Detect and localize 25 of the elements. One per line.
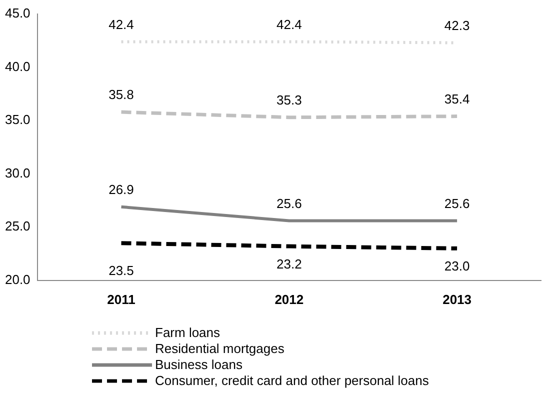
data-label: 23.0 <box>444 258 470 274</box>
legend-label: Consumer, credit card and other personal loans <box>155 373 429 389</box>
y-tick-label: 25.0 <box>4 218 30 234</box>
data-label: 35.3 <box>276 92 302 108</box>
y-tick-label: 35.0 <box>4 112 30 128</box>
legend-label: Business loans <box>155 357 242 373</box>
legend-label: Residential mortgages <box>155 341 284 357</box>
x-tick-label: 2012 <box>274 292 304 307</box>
data-label: 25.6 <box>444 196 470 211</box>
data-label: 35.8 <box>108 87 134 102</box>
data-label: 35.4 <box>444 91 470 106</box>
x-tick-label: 2013 <box>442 292 472 307</box>
data-label: 42.4 <box>276 16 302 32</box>
x-tick-label: 2011 <box>107 292 136 307</box>
y-tick-label: 20.0 <box>4 272 30 287</box>
data-label: 26.9 <box>108 182 134 197</box>
y-tick-label: 45.0 <box>4 6 30 21</box>
data-label: 23.2 <box>276 256 302 272</box>
data-label: 42.3 <box>444 18 470 33</box>
data-label: 23.5 <box>108 263 134 278</box>
data-label: 25.6 <box>276 196 302 211</box>
data-label: 42.4 <box>108 16 134 32</box>
legend-label: Farm loans <box>155 325 220 341</box>
y-tick-label: 40.0 <box>4 58 30 74</box>
y-tick-label: 30.0 <box>4 165 30 180</box>
